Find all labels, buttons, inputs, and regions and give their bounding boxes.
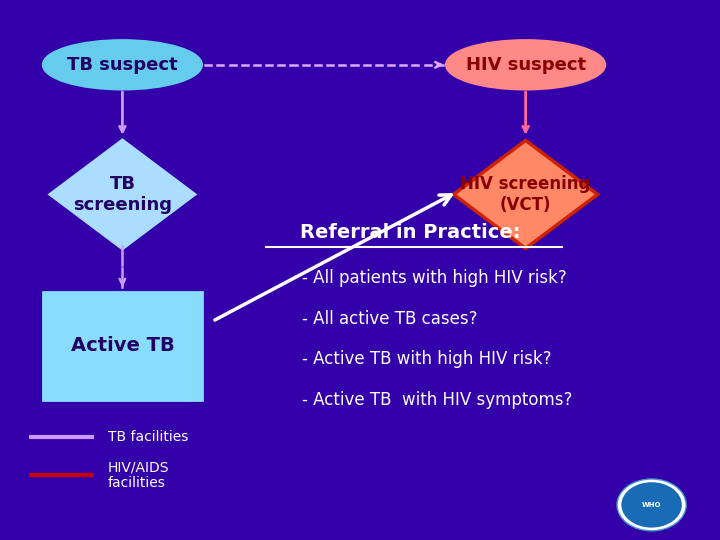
Polygon shape — [50, 140, 194, 248]
Polygon shape — [454, 140, 598, 248]
Text: Referral in Practice:: Referral in Practice: — [300, 222, 521, 242]
Text: TB suspect: TB suspect — [67, 56, 178, 74]
Circle shape — [617, 479, 686, 531]
Text: - Active TB  with HIV symptoms?: - Active TB with HIV symptoms? — [302, 390, 573, 409]
Text: HIV/AIDS
facilities: HIV/AIDS facilities — [108, 460, 169, 490]
Text: - Active TB with high HIV risk?: - Active TB with high HIV risk? — [302, 350, 552, 368]
Text: - All patients with high HIV risk?: - All patients with high HIV risk? — [302, 269, 567, 287]
Ellipse shape — [446, 40, 605, 89]
Text: HIV suspect: HIV suspect — [466, 56, 585, 74]
Text: TB
screening: TB screening — [73, 175, 172, 214]
Circle shape — [621, 482, 682, 528]
Ellipse shape — [43, 40, 202, 89]
Text: WHO: WHO — [642, 502, 662, 508]
Text: Active TB: Active TB — [71, 336, 174, 355]
Text: - All active TB cases?: - All active TB cases? — [302, 309, 478, 328]
FancyBboxPatch shape — [43, 292, 202, 400]
Text: TB facilities: TB facilities — [108, 430, 189, 444]
Text: HIV screening
(VCT): HIV screening (VCT) — [460, 175, 591, 214]
